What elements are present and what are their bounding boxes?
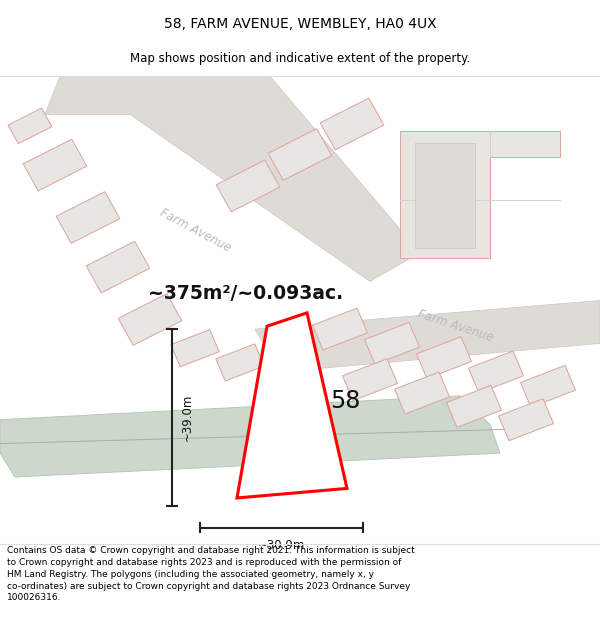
Polygon shape — [446, 386, 502, 428]
Text: Contains OS data © Crown copyright and database right 2021. This information is : Contains OS data © Crown copyright and d… — [7, 546, 415, 602]
Polygon shape — [216, 344, 264, 381]
Polygon shape — [395, 372, 449, 414]
Text: Farm Avenue: Farm Avenue — [416, 308, 494, 344]
Polygon shape — [343, 359, 397, 401]
Text: 58, FARM AVENUE, WEMBLEY, HA0 4UX: 58, FARM AVENUE, WEMBLEY, HA0 4UX — [164, 17, 436, 31]
Polygon shape — [86, 241, 150, 293]
Polygon shape — [416, 337, 472, 379]
Polygon shape — [0, 396, 500, 477]
Text: ~375m²/~0.093ac.: ~375m²/~0.093ac. — [148, 284, 343, 303]
Polygon shape — [320, 98, 384, 150]
Polygon shape — [171, 329, 219, 367]
Polygon shape — [313, 308, 367, 350]
Polygon shape — [118, 294, 182, 346]
Text: Farm Avenue: Farm Avenue — [157, 207, 233, 255]
Polygon shape — [237, 313, 347, 498]
Polygon shape — [45, 76, 420, 281]
Polygon shape — [268, 129, 332, 180]
Text: 58: 58 — [330, 389, 360, 412]
Polygon shape — [23, 139, 87, 191]
Polygon shape — [255, 301, 600, 372]
Polygon shape — [365, 322, 419, 364]
Polygon shape — [499, 399, 553, 441]
Text: Map shows position and indicative extent of the property.: Map shows position and indicative extent… — [130, 52, 470, 65]
Polygon shape — [469, 351, 523, 393]
Polygon shape — [56, 192, 120, 243]
Polygon shape — [400, 131, 560, 258]
Polygon shape — [8, 108, 52, 144]
Polygon shape — [216, 160, 280, 212]
Text: ~39.0m: ~39.0m — [181, 394, 194, 441]
Polygon shape — [521, 366, 575, 408]
Text: ~30.9m: ~30.9m — [258, 539, 305, 552]
Polygon shape — [415, 143, 475, 248]
